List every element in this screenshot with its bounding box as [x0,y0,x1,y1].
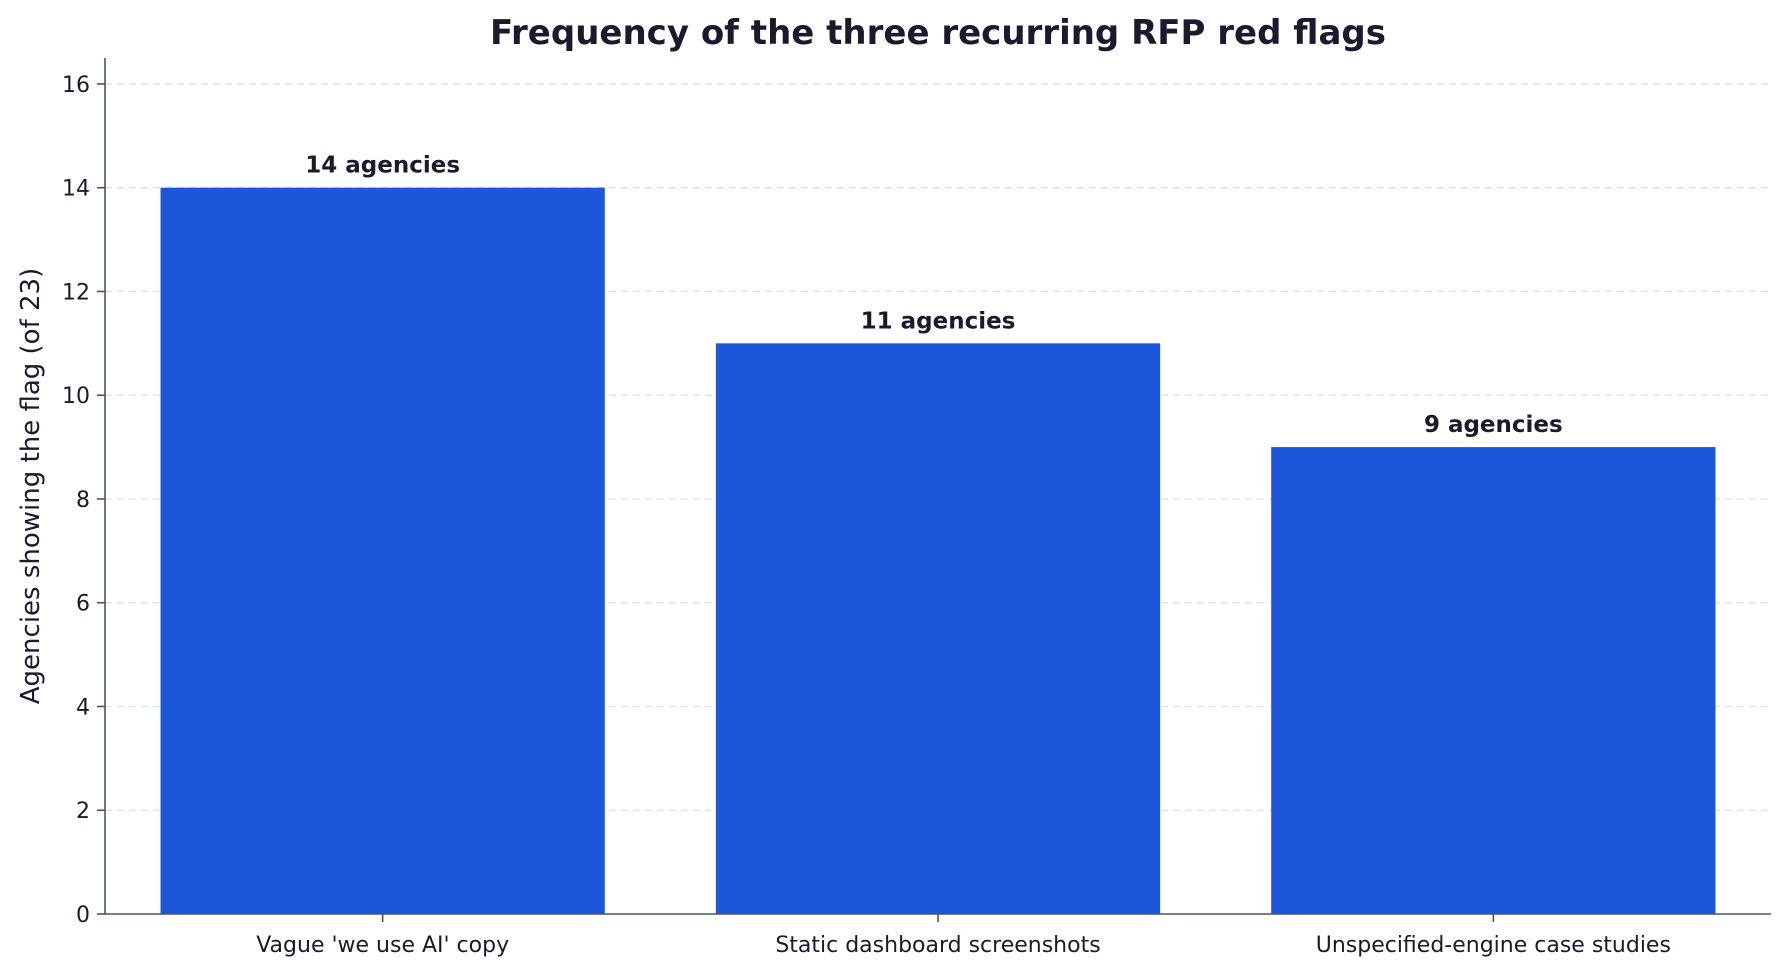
bar-value-labels: 14 agencies 11 agencies 9 agencies [305,153,1562,438]
y-tick-label-2: 2 [76,799,90,824]
bar-2 [715,343,1161,914]
bar-value-label-3: 9 agencies [1424,412,1563,438]
x-tick-label-1: Vague 'we use AI' copy [256,933,509,958]
bars [160,187,1716,915]
y-tick-label-10: 10 [62,384,90,409]
y-ticks: 0 2 4 6 8 10 12 14 16 [62,73,105,928]
y-tick-label-6: 6 [76,592,90,617]
bar-1 [160,187,605,915]
x-tick-label-3: Unspecified-engine case studies [1316,933,1671,958]
bar-value-label-1: 14 agencies [305,153,460,179]
y-tick-label-16: 16 [62,73,90,98]
y-tick-label-8: 8 [76,488,90,513]
x-tick-label-2: Static dashboard screenshots [775,933,1100,958]
y-tick-label-12: 12 [62,280,90,305]
x-ticks: Vague 'we use AI' copy Static dashboard s… [256,914,1671,958]
y-tick-label-0: 0 [76,903,90,928]
bar-value-label-2: 11 agencies [861,308,1016,334]
y-tick-label-14: 14 [62,177,90,202]
y-axis-label: Agencies showing the flag (of 23) [16,268,46,704]
bar-3 [1271,447,1716,914]
chart-title: Frequency of the three recurring RFP red… [490,13,1386,53]
y-tick-label-4: 4 [76,695,90,720]
